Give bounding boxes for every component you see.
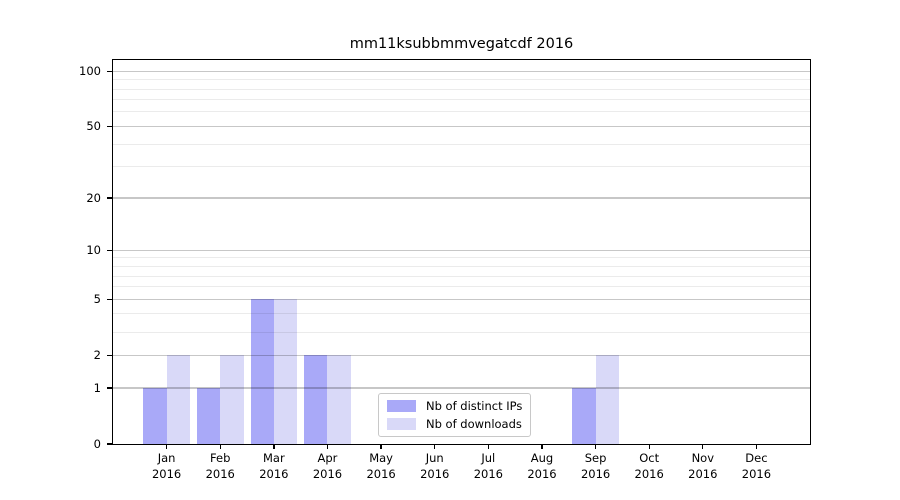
y-tick-label: 20: [86, 191, 101, 206]
chart-title: mm11ksubbmmvegatcdf 2016: [349, 36, 574, 52]
x-tick-mark: [219, 444, 221, 449]
legend-swatch-distinct-ips: [387, 400, 416, 412]
major-gridline: [113, 70, 810, 72]
minor-gridline: [113, 286, 810, 288]
bar-apr-distinct-ips: [304, 355, 328, 444]
minor-gridline: [113, 166, 810, 168]
major-gridline: [113, 387, 810, 389]
minor-gridline: [113, 88, 810, 90]
x-tick-mark: [755, 444, 758, 449]
bar-jan-distinct-ips: [143, 388, 167, 444]
x-tick-label: Feb 2016: [205, 451, 235, 481]
legend-swatch-downloads: [387, 418, 416, 430]
x-tick-label: Sep 2016: [580, 451, 611, 481]
legend: Nb of distinct IPs Nb of downloads: [378, 393, 532, 437]
x-tick-label: Dec 2016: [741, 451, 772, 481]
x-tick-mark: [434, 444, 436, 449]
major-gridline: [113, 197, 810, 199]
x-tick-mark: [165, 444, 168, 449]
bar-feb-distinct-ips: [196, 388, 221, 444]
x-tick-label: Jan 2016: [151, 451, 182, 481]
minor-gridline: [113, 275, 810, 277]
bar-mar-distinct-ips: [250, 299, 274, 444]
x-tick-label: Jul 2016: [473, 451, 503, 481]
y-tick-mark: [107, 354, 112, 356]
y-tick-label: 2: [93, 348, 101, 363]
legend-entry-downloads: Nb of downloads: [387, 417, 522, 431]
y-tick-label: 0: [93, 437, 101, 451]
y-tick-label: 50: [86, 119, 101, 134]
bar-mar-downloads: [273, 299, 298, 444]
minor-gridline: [113, 79, 810, 81]
y-tick-mark: [107, 125, 112, 128]
plot-area: Nb of distinct IPs Nb of downloads: [113, 60, 810, 444]
major-gridline: [113, 354, 810, 356]
major-gridline: [113, 298, 810, 300]
x-tick-label: Apr 2016: [312, 451, 343, 481]
bar-jan-downloads: [166, 355, 190, 444]
y-tick-label: 5: [93, 292, 101, 307]
x-tick-mark: [648, 444, 650, 449]
minor-gridline: [113, 143, 810, 145]
x-tick-mark: [487, 444, 489, 449]
y-tick-label: 1: [93, 381, 101, 395]
x-tick-label: Nov 2016: [688, 451, 718, 481]
minor-gridline: [113, 257, 810, 259]
y-tick-mark: [107, 249, 112, 251]
x-tick-mark: [273, 444, 275, 449]
x-tick-mark: [702, 444, 704, 449]
x-tick-label: May 2016: [366, 451, 396, 481]
minor-gridline: [113, 111, 810, 113]
major-gridline: [113, 249, 810, 251]
bar-sep-downloads: [595, 355, 619, 444]
x-tick-label: Jun 2016: [420, 451, 450, 481]
x-tick-label: Oct 2016: [634, 451, 664, 481]
y-tick-mark: [107, 70, 112, 72]
legend-label-distinct-ips: Nb of distinct IPs: [426, 399, 523, 413]
legend-entry-distinct-ips: Nb of distinct IPs: [387, 399, 522, 413]
bar-apr-downloads: [327, 355, 351, 444]
bar-sep-distinct-ips: [572, 388, 596, 444]
minor-gridline: [113, 331, 810, 333]
y-tick-label: 100: [79, 64, 101, 79]
minor-gridline: [113, 313, 810, 315]
bar-feb-downloads: [220, 355, 244, 444]
minor-gridline: [113, 99, 810, 101]
x-tick-label: Aug 2016: [527, 451, 557, 481]
x-tick-mark: [541, 444, 543, 449]
y-tick-mark: [107, 298, 112, 300]
y-tick-mark: [107, 197, 112, 199]
major-gridline: [113, 125, 810, 127]
x-tick-mark: [326, 444, 329, 449]
x-tick-mark: [594, 444, 597, 449]
y-tick-mark: [107, 387, 112, 389]
minor-gridline: [113, 266, 810, 267]
x-tick-label: Mar 2016: [259, 451, 289, 481]
y-tick-label: 10: [86, 243, 101, 258]
x-tick-mark: [380, 444, 382, 449]
y-tick-mark: [107, 443, 112, 445]
legend-label-downloads: Nb of downloads: [426, 417, 522, 431]
